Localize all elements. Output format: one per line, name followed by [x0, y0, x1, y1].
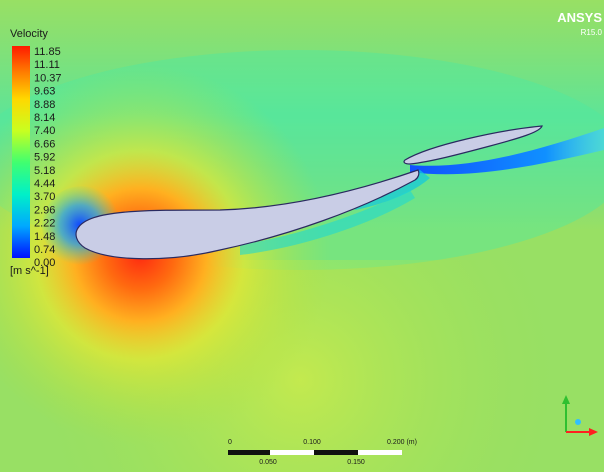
scale-segment-3: [314, 450, 358, 455]
scale-bar: 0 0.100 0.200 (m) 0.050 0.150: [228, 439, 417, 466]
scale-label-0: 0: [228, 439, 232, 446]
scale-label-0150: 0.150: [347, 459, 365, 466]
legend-tick-label: 8.88: [34, 99, 55, 111]
legend-tick-label: 2.22: [34, 218, 55, 230]
scale-label-0200: 0.200 (m): [387, 439, 417, 446]
legend-tick-label: 0.00: [34, 257, 55, 269]
legend-tick-label: 9.63: [34, 86, 55, 98]
legend-tick-label: 5.92: [34, 152, 55, 164]
legend-tick-label: 4.44: [34, 178, 55, 190]
z-axis-indicator: [575, 419, 581, 425]
legend-tick-label: 7.40: [34, 125, 55, 137]
legend-tick-label: 5.18: [34, 165, 55, 177]
scale-segment-4: [358, 450, 402, 455]
scale-label-0100: 0.100: [303, 439, 321, 446]
legend-tick-label: 11.11: [34, 59, 60, 71]
flap-wake-region: [410, 128, 604, 175]
main-airfoil: [75, 169, 420, 260]
ansys-brand: ANSYS R15.0: [557, 10, 602, 37]
legend-title: Velocity: [10, 28, 48, 40]
flap-airfoil: [403, 125, 543, 165]
scale-segment-1: [228, 450, 270, 455]
scale-segment-2: [270, 450, 314, 455]
legend-color-bar: [12, 46, 30, 258]
legend-tick-label: 8.14: [34, 112, 55, 124]
x-axis-arrowhead: [589, 428, 598, 436]
scale-label-0050: 0.050: [259, 459, 277, 466]
legend-unit: [m s^-1]: [10, 265, 49, 277]
legend-tick-label: 10.37: [34, 72, 62, 84]
legend-tick-label: 2.96: [34, 204, 55, 216]
legend-tick-label: 0.74: [34, 244, 55, 256]
legend-tick-label: 6.66: [34, 138, 55, 150]
brand-version: R15.0: [581, 28, 603, 37]
axis-triad[interactable]: [562, 395, 598, 436]
y-axis-arrowhead: [562, 395, 570, 404]
legend-tick-label: 1.48: [34, 231, 55, 243]
legend-tick-label: 3.70: [34, 191, 55, 203]
brand-name: ANSYS: [557, 10, 602, 25]
trailing-edge-wake: [240, 190, 415, 255]
legend-tick-label: 11.85: [34, 46, 61, 58]
